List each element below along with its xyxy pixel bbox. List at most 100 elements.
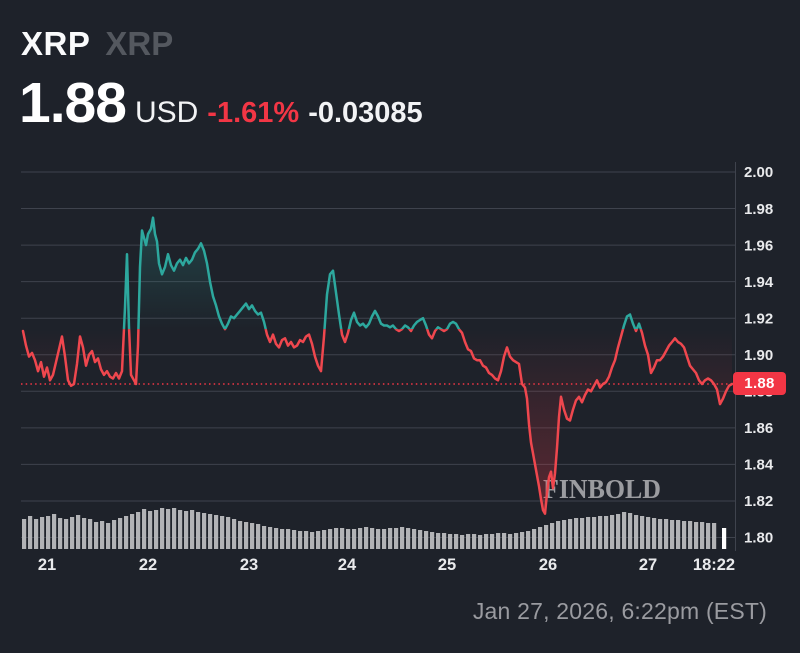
y-tick-label: 1.86 xyxy=(744,420,773,437)
x-tick-label: 25 xyxy=(438,556,456,574)
finbold-watermark: FINBOLD xyxy=(543,474,661,504)
volume-bar xyxy=(148,511,153,549)
volume-bar xyxy=(220,516,225,549)
volume-bar xyxy=(100,521,105,549)
volume-bar xyxy=(436,533,441,549)
y-tick-label: 1.94 xyxy=(744,274,774,291)
volume-bar xyxy=(286,529,291,549)
volume-bar xyxy=(424,531,429,549)
current-price-value: 1.88 xyxy=(19,71,127,135)
volume-bar xyxy=(706,523,711,549)
volume-bar xyxy=(208,514,213,549)
volume-bar xyxy=(670,520,675,549)
volume-bar xyxy=(166,509,171,549)
volume-bar xyxy=(442,533,447,549)
volume-bar xyxy=(124,516,129,549)
volume-bar xyxy=(184,511,189,549)
volume-bar xyxy=(628,513,633,549)
volume-bar xyxy=(280,529,285,549)
volume-bar xyxy=(376,529,381,549)
volume-bar xyxy=(694,522,699,549)
volume-bar xyxy=(214,515,219,549)
volume-bar xyxy=(250,523,255,549)
volume-bar xyxy=(388,528,393,549)
volume-bar xyxy=(532,529,537,549)
y-tick-label: 1.90 xyxy=(744,347,773,364)
x-axis-labels: 21 22 23 24 25 26 27 18:22 xyxy=(38,556,735,574)
volume-bar xyxy=(604,516,609,549)
volume-bar xyxy=(160,508,165,549)
volume-bar xyxy=(502,533,507,549)
volume-bar xyxy=(310,532,315,549)
volume-bar xyxy=(142,509,147,549)
y-tick-label: 1.80 xyxy=(744,530,773,547)
volume-bar xyxy=(292,530,297,549)
volume-bar xyxy=(712,523,717,549)
volume-bar-current xyxy=(722,528,727,549)
volume-bar xyxy=(364,527,369,549)
volume-bar xyxy=(634,515,639,549)
volume-bar xyxy=(646,517,651,549)
volume-bar xyxy=(106,523,111,549)
header: XRP XRP xyxy=(21,25,173,63)
volume-bar xyxy=(412,529,417,549)
x-tick-label: 26 xyxy=(539,556,557,574)
volume-bar xyxy=(514,533,519,549)
price-change-absolute: -0.03085 xyxy=(308,97,423,129)
volume-bar xyxy=(268,527,273,549)
x-tick-label: 21 xyxy=(38,556,56,574)
volume-bar xyxy=(46,516,51,549)
volume-bar xyxy=(112,520,117,549)
volume-bar xyxy=(322,530,327,549)
volume-bar xyxy=(58,518,63,549)
volume-bar xyxy=(232,519,237,549)
area-fill-below-baseline xyxy=(23,329,732,514)
x-tick-label: 23 xyxy=(240,556,258,574)
y-tick-label: 1.96 xyxy=(744,237,773,254)
x-tick-label: 27 xyxy=(639,556,657,574)
price-change-percent: -1.61% xyxy=(207,97,300,129)
volume-bar xyxy=(580,518,585,549)
volume-bar xyxy=(304,531,309,549)
volume-bar xyxy=(508,534,513,549)
y-tick-label: 1.98 xyxy=(744,201,773,218)
volume-bar xyxy=(448,534,453,549)
y-axis-labels: 2.001.981.961.941.921.901.881.861.841.82… xyxy=(744,164,774,547)
volume-bar xyxy=(196,512,201,549)
volume-bar xyxy=(178,510,183,549)
volume-bars xyxy=(22,508,727,549)
volume-bar xyxy=(202,513,207,549)
volume-bar xyxy=(172,508,177,549)
volume-bar xyxy=(334,528,339,549)
volume-bar xyxy=(298,531,303,549)
volume-bar xyxy=(154,510,159,549)
volume-bar xyxy=(490,534,495,549)
volume-bar xyxy=(622,512,627,549)
volume-bar xyxy=(94,522,99,549)
y-tick-label: 2.00 xyxy=(744,164,773,181)
volume-bar xyxy=(430,532,435,549)
volume-bar xyxy=(70,517,75,549)
volume-bar xyxy=(682,521,687,549)
volume-bar xyxy=(28,516,33,549)
asset-symbol: XRP xyxy=(21,25,91,62)
volume-bar xyxy=(82,518,87,549)
asset-name: XRP xyxy=(105,25,174,62)
volume-bar xyxy=(400,527,405,549)
volume-bar xyxy=(526,531,531,549)
volume-bar xyxy=(256,524,261,549)
volume-bar xyxy=(76,515,81,549)
volume-bar xyxy=(136,512,141,549)
volume-bar xyxy=(538,527,543,549)
volume-bar xyxy=(418,530,423,549)
y-tick-label: 1.92 xyxy=(744,310,773,327)
volume-bar xyxy=(658,519,663,549)
price-line-up xyxy=(122,216,643,330)
volume-bar xyxy=(574,518,579,549)
x-tick-label: 18:22 xyxy=(693,556,735,574)
volume-bar xyxy=(586,517,591,549)
volume-bar xyxy=(262,526,267,549)
volume-bar xyxy=(40,517,45,549)
volume-bar xyxy=(676,520,681,549)
